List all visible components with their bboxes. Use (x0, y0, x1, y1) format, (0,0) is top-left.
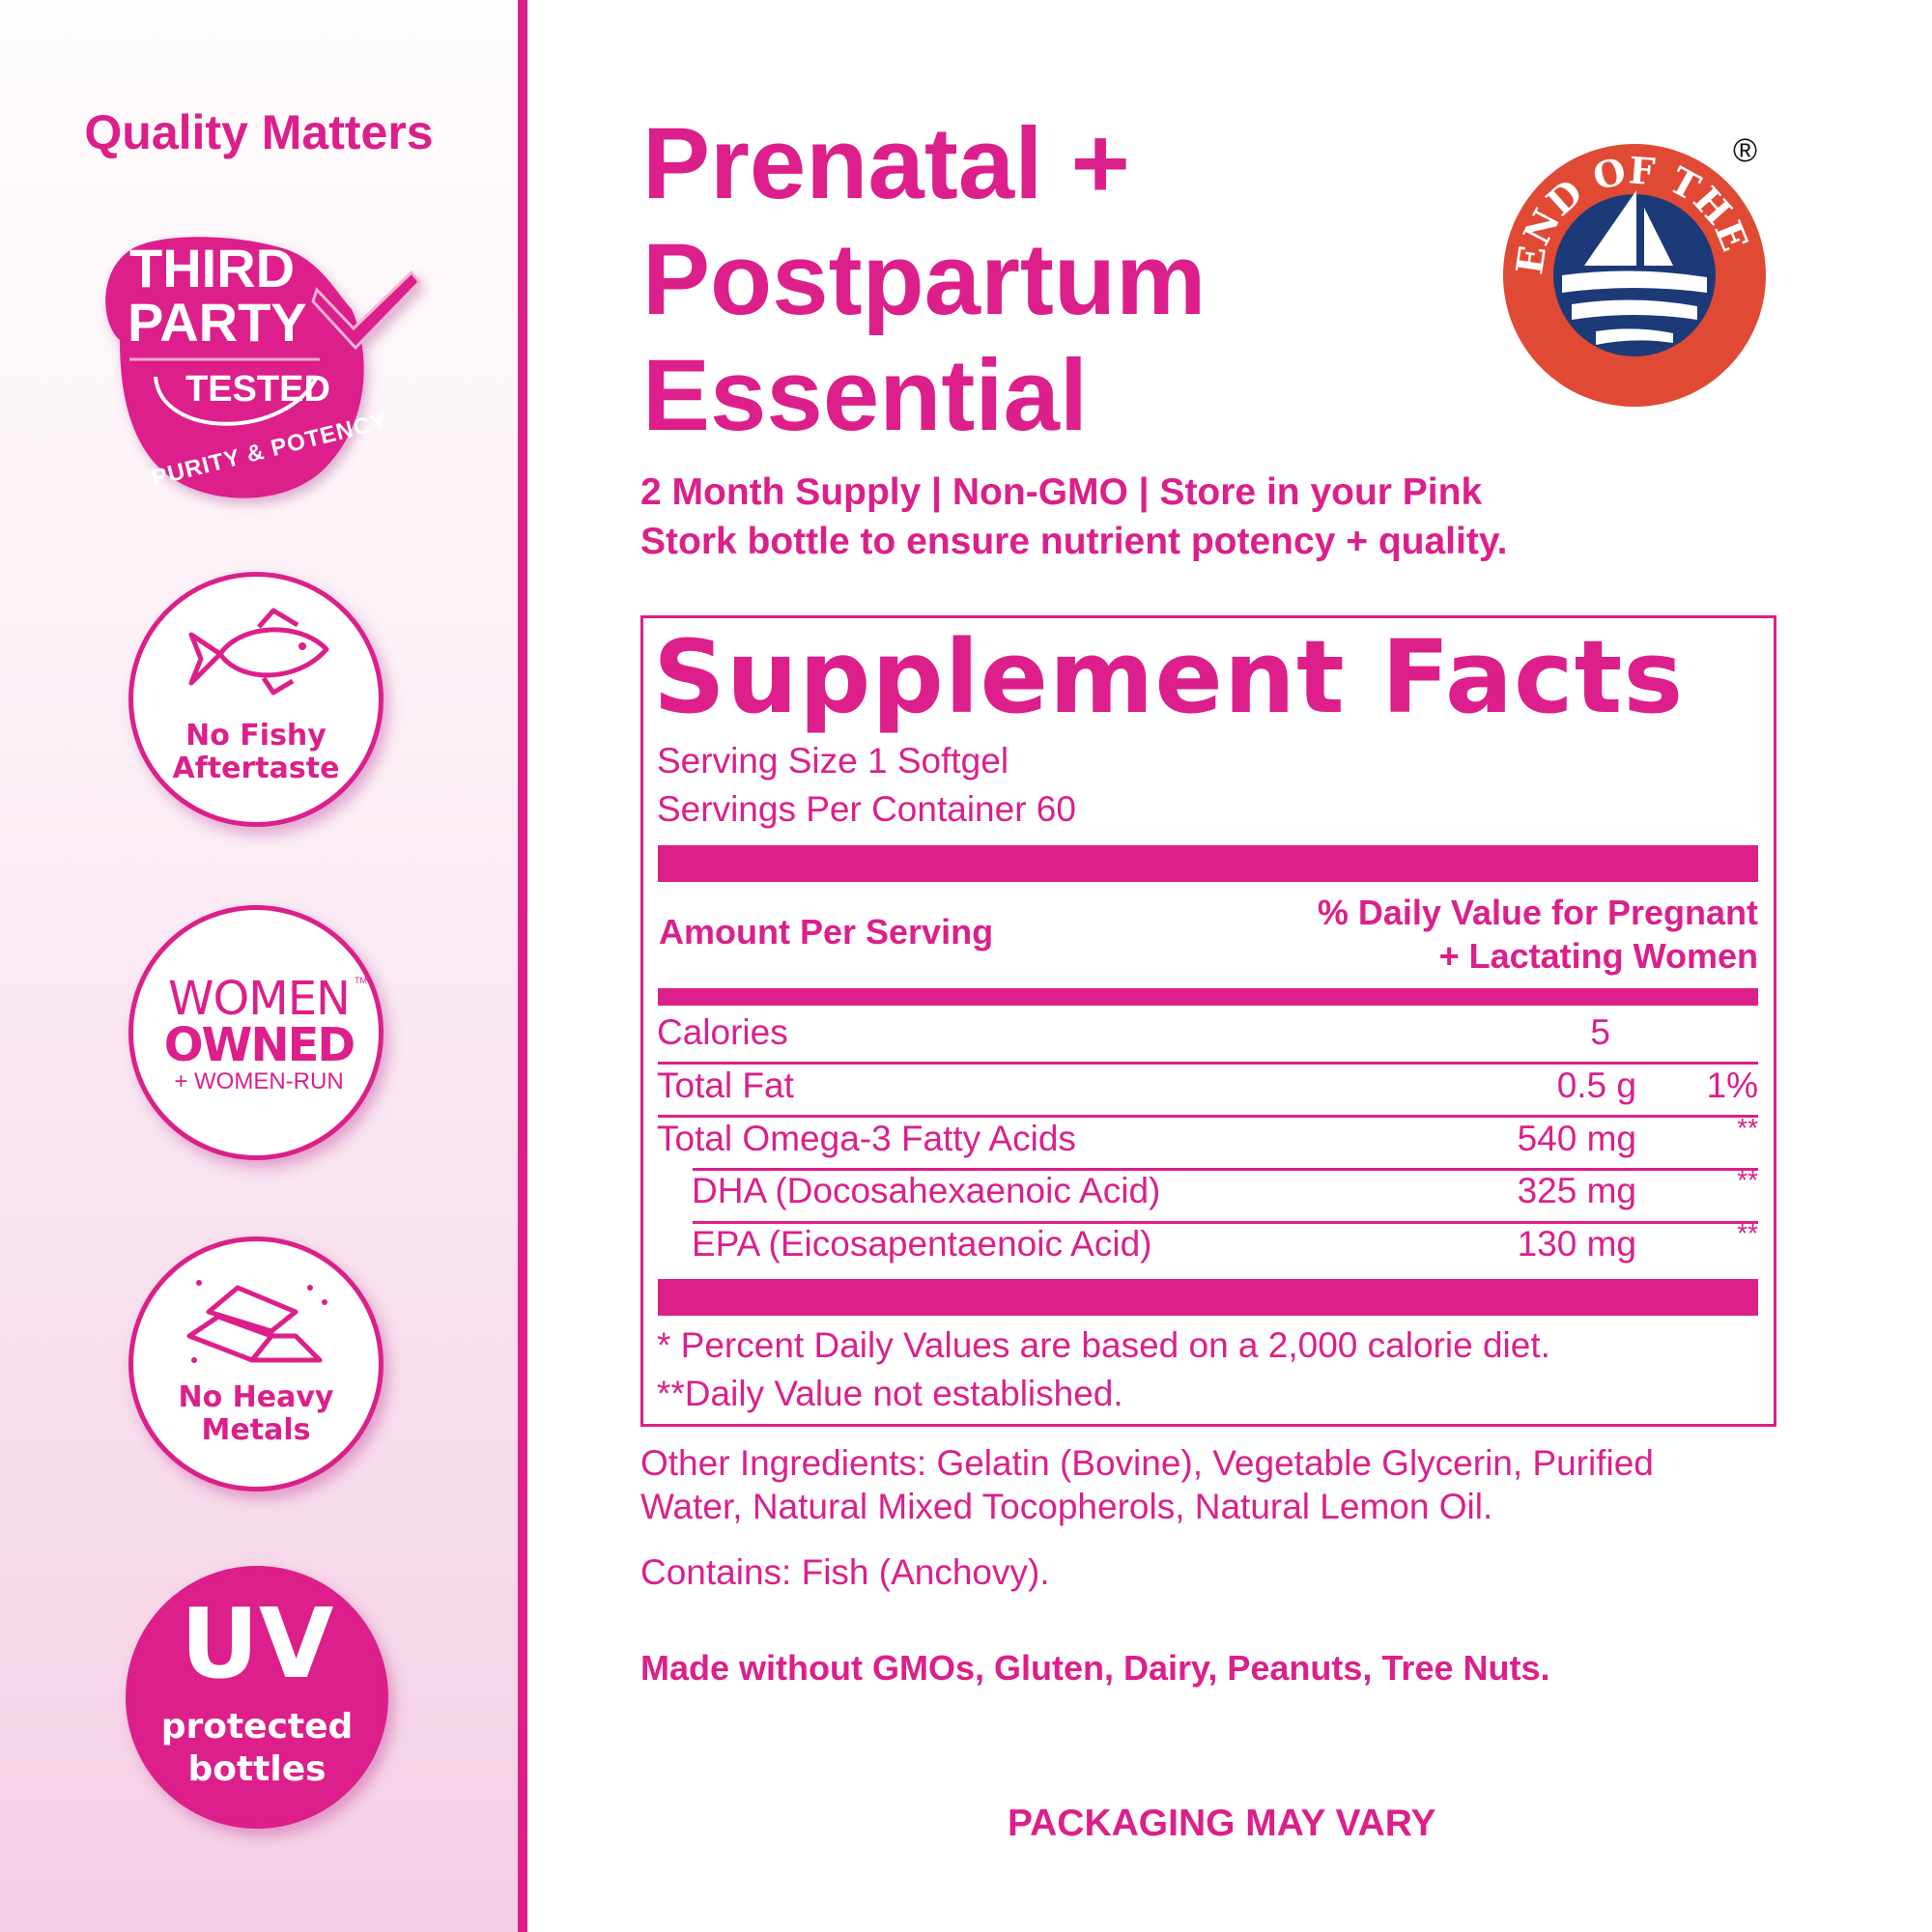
badge-label: protected bottles (160, 1707, 354, 1789)
women-owned-logo-icon: WOMEN OWNED + WOMEN-RUN TM (163, 972, 367, 1094)
friend-of-the-sea-logo: FRIEND OF THE SEA ® (1484, 105, 1789, 411)
supplement-facts-panel (640, 615, 1776, 1427)
sidebar-divider (518, 0, 527, 1932)
badge-label: No Fishy Aftertaste (172, 719, 340, 785)
table-row: DHA (Docosahexaenoic Acid) 325 mg ** (692, 1165, 1758, 1210)
facts-title: Supplement Facts (653, 618, 1685, 736)
row-divider (658, 1062, 1758, 1065)
allergen-contains: Contains: Fish (Anchovy). (640, 1552, 1050, 1592)
table-row: Total Omega-3 Fatty Acids 540 mg ** (657, 1113, 1758, 1158)
row-divider (693, 1221, 1758, 1224)
other-ingredients: Other Ingredients: Gelatin (Bovine), Veg… (640, 1443, 1654, 1526)
medium-divider (658, 988, 1758, 1006)
serving-size: Serving Size 1 Softgel (657, 741, 1009, 781)
thick-divider (658, 845, 1758, 882)
registered-mark: ® (1733, 132, 1758, 169)
uv-protected-badge: UV protected bottles (126, 1566, 388, 1829)
table-row: EPA (Eicosapentaenoic Acid) 130 mg ** (692, 1218, 1758, 1264)
row-divider (693, 1168, 1758, 1171)
badge-label: No Heavy Metals (178, 1380, 334, 1447)
women-owned-badge: WOMEN OWNED + WOMEN-RUN TM (128, 905, 384, 1160)
made-without: Made without GMOs, Gluten, Dairy, Peanut… (640, 1648, 1550, 1688)
product-subtitle: 2 Month Supply | Non-GMO | Store in your… (640, 471, 1508, 562)
no-heavy-metals-badge: No Heavy Metals (128, 1236, 384, 1492)
footnote-not-established: **Daily Value not established. (657, 1374, 1123, 1413)
product-title: Prenatal + Postpartum Essential (642, 107, 1207, 452)
seal-party: PARTY (128, 292, 307, 353)
sidebar-heading: Quality Matters (84, 105, 434, 159)
seal-tested: TESTED (185, 369, 330, 410)
header-amount-per-serving: Amount Per Serving (659, 912, 994, 952)
metal-bars-icon (186, 1280, 327, 1363)
table-row: Total Fat 0.5 g 1% (657, 1065, 1758, 1105)
fish-icon (188, 608, 329, 696)
seal-third: THIRD (129, 238, 296, 298)
packaging-note: PACKAGING MAY VARY (1008, 1803, 1436, 1844)
table-row: Calories 5 (657, 1012, 1610, 1052)
third-party-tested-seal-icon: THIRD PARTY TESTED PURITY & POTENCY (93, 232, 421, 512)
no-fishy-aftertaste-badge: No Fishy Aftertaste (128, 572, 384, 827)
row-divider (658, 1115, 1758, 1118)
thick-divider (658, 1279, 1758, 1316)
footnote-daily-values: * Percent Daily Values are based on a 2,… (657, 1325, 1550, 1365)
uv-icon: UV (180, 1587, 334, 1700)
servings-per-container: Servings Per Container 60 (657, 789, 1076, 829)
header-daily-value: % Daily Value for Pregnant + Lactating Wo… (1317, 893, 1758, 976)
